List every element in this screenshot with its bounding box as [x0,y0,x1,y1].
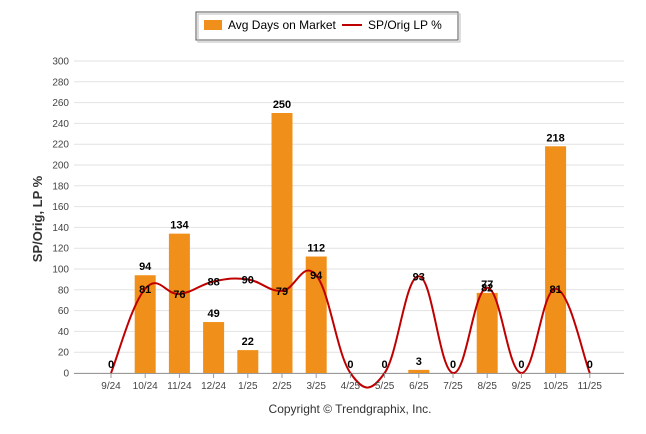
y-tick-label: 120 [52,244,69,255]
x-tick-label: 1/25 [238,381,258,392]
y-tick-label: 200 [52,161,69,172]
bar-value-label: 218 [546,132,564,144]
line-value-label: 81 [139,284,151,296]
line-labels: 81 76 88 90 79 94 93 82 81 [139,270,562,301]
line-series [110,269,591,389]
legend-label-line: SP/Orig LP % [368,18,442,32]
bar [476,292,498,373]
y-tick-label: 60 [58,306,70,317]
y-tick-label: 240 [52,119,69,130]
bar-value-label: 0 [108,359,114,371]
bar-value-label: 94 [139,261,152,273]
line-value-label: 88 [207,276,219,288]
y-axis-title: SP/Orig, LP % [30,175,45,262]
legend-bar-swatch [204,20,222,30]
copyright-text: Copyright © Trendgraphix, Inc. [269,402,432,416]
legend-label-bar: Avg Days on Market [228,18,336,32]
grid [74,60,624,374]
y-tick-label: 80 [58,285,70,296]
x-tick-label: 9/25 [512,381,532,392]
x-tick-label: 6/25 [409,381,429,392]
legend: Avg Days on Market SP/Orig LP % [195,11,461,43]
bar-value-label: 112 [307,243,325,255]
line-value-label: 94 [310,270,323,282]
line-value-label: 82 [481,283,493,295]
bar [408,369,430,373]
bar [168,233,190,373]
bar-value-label: 0 [382,359,388,371]
bar [271,113,293,373]
bar-value-label: 0 [347,359,353,371]
y-tick-label: 180 [52,181,69,192]
y-tick-label: 280 [52,77,69,88]
sp-orig-lp-line [110,269,591,389]
x-tick-label: 3/25 [306,381,326,392]
x-tick-label: 12/24 [201,381,226,392]
bar-value-label: 3 [416,356,422,368]
bars [134,113,567,373]
bar [545,146,567,373]
bar-value-label: 0 [518,359,524,371]
line-value-label: 90 [242,274,254,286]
x-tick-label: 11/24 [167,381,192,392]
bar [203,322,225,373]
line-value-label: 81 [549,284,561,296]
y-tick-label: 220 [52,140,69,151]
x-axis-ticks: 9/24 10/24 11/24 12/24 1/25 2/25 3/25 4/25 5/25 6… [101,373,602,392]
line-value-label: 79 [276,286,288,298]
y-tick-label: 160 [52,202,69,213]
bar-value-label: 22 [242,336,254,348]
x-tick-label: 10/24 [133,381,158,392]
x-tick-label: 10/25 [543,381,568,392]
y-tick-label: 0 [63,369,69,380]
x-tick-label: 8/25 [477,381,497,392]
y-tick-label: 140 [52,223,69,234]
bar-labels: 0 94 134 49 22 250 112 0 0 3 0 77 0 218 0 [108,99,593,371]
line-value-label: 93 [413,271,425,283]
bar-value-label: 77 [481,279,493,291]
x-tick-label: 7/25 [443,381,463,392]
bar-value-label: 134 [170,220,189,232]
y-tick-label: 300 [52,57,69,68]
bar-value-label: 250 [273,99,291,111]
x-tick-label: 11/25 [578,381,603,392]
x-tick-label: 9/24 [101,381,121,392]
bar-value-label: 49 [207,308,219,320]
legend-shadow [197,13,461,43]
x-tick-label: 4/25 [341,381,361,392]
x-tick-label: 5/25 [375,381,395,392]
bar-value-label: 0 [450,359,456,371]
y-tick-label: 260 [52,98,69,109]
y-tick-label: 40 [58,327,70,338]
y-tick-label: 20 [58,348,70,359]
bar [134,275,156,373]
bar [237,350,259,373]
line-value-label: 76 [173,289,185,301]
y-axis-ticks: 0 20 40 60 80 100 120 140 160 180 200 220 240 260 280 3… [52,57,69,380]
y-tick-label: 100 [52,265,69,276]
x-tick-label: 2/25 [272,381,292,392]
bar-value-label: 0 [587,359,593,371]
legend-box [195,11,459,41]
